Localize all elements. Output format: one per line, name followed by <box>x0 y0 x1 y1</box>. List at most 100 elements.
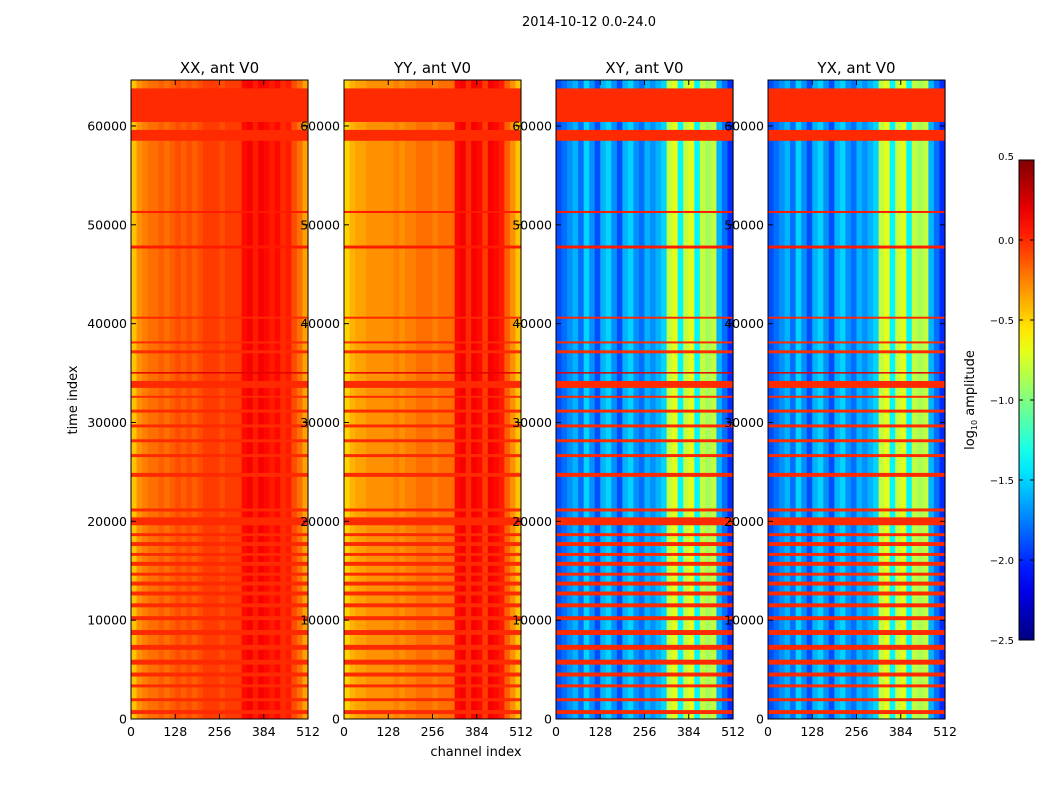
heatmap-band <box>768 572 945 576</box>
heatmap-column <box>225 80 232 719</box>
heatmap-column <box>421 80 428 719</box>
heatmap-column <box>672 80 679 719</box>
heatmap-band <box>344 409 521 413</box>
heatmap-band <box>344 672 521 677</box>
heatmap-column <box>296 80 304 719</box>
heatmap-band <box>768 245 945 249</box>
panel-1: YY, ant V0 0 128 256 384 512 0 10000 20000 30000 4… <box>300 59 533 739</box>
heatmap-band <box>344 710 521 715</box>
heatmap-band <box>131 380 308 388</box>
heatmap-band <box>768 472 945 477</box>
heatmap-band <box>344 644 521 650</box>
y-tick-label: 30000 <box>87 415 127 430</box>
heatmap-column <box>438 80 445 719</box>
y-tick-label: 60000 <box>512 118 552 133</box>
x-tick-label: 0 <box>764 724 772 739</box>
heatmap-band <box>131 350 308 354</box>
x-tick-label: 256 <box>633 724 657 739</box>
panel-title: XX, ant V0 <box>180 59 259 77</box>
heatmap-band <box>556 508 733 512</box>
heatmap-band <box>556 533 733 537</box>
heatmap-column <box>465 80 472 719</box>
heatmap-band <box>131 454 308 458</box>
heatmap-band <box>131 533 308 537</box>
y-tick-label: 40000 <box>512 316 552 331</box>
heatmap-column <box>683 80 690 719</box>
heatmap-column <box>415 80 423 719</box>
heatmap-column <box>175 80 182 719</box>
x-tick-label: 512 <box>721 724 745 739</box>
heatmap-column <box>933 80 941 719</box>
heatmap-column <box>371 80 378 719</box>
heatmap-column <box>889 80 896 719</box>
heatmap-column <box>136 80 143 719</box>
y-tick-label: 10000 <box>300 613 340 628</box>
heatmap-column <box>694 80 701 719</box>
y-tick-label: 10000 <box>724 613 764 628</box>
y-tick-label: 50000 <box>512 217 552 232</box>
heatmap-band <box>768 439 945 443</box>
heatmap-band <box>556 372 733 374</box>
heatmap-band <box>131 581 308 586</box>
heatmap-band <box>131 684 308 688</box>
heatmap-band <box>131 372 308 374</box>
heatmap-column <box>186 80 193 719</box>
panel-title: XY, ant V0 <box>605 59 683 77</box>
heatmap-band <box>768 672 945 677</box>
heatmap-band <box>556 644 733 650</box>
heatmap-band <box>768 533 945 537</box>
heatmap-column <box>399 80 406 719</box>
heatmap-column <box>498 80 506 719</box>
heatmap-band <box>556 659 733 665</box>
heatmap-column <box>839 80 847 719</box>
heatmap-column <box>627 80 635 719</box>
heatmap-column <box>773 80 780 719</box>
heatmap-band <box>556 542 733 547</box>
heatmap-band <box>344 542 521 547</box>
heatmap-band <box>131 472 308 477</box>
heatmap-column <box>661 80 668 719</box>
heatmap-column <box>219 80 226 719</box>
heatmap-band <box>768 630 945 635</box>
heatmap-band <box>344 316 521 319</box>
heatmap-band <box>768 581 945 586</box>
heatmap-column <box>638 80 646 719</box>
heatmap-band <box>556 472 733 477</box>
heatmap-band <box>556 210 733 213</box>
heatmap-column <box>710 80 718 719</box>
heatmap-band <box>131 630 308 635</box>
heatmap-column <box>790 80 797 719</box>
heatmap-band <box>556 517 733 526</box>
heatmap-band <box>131 316 308 319</box>
y-tick-label: 30000 <box>512 415 552 430</box>
heatmap-column <box>169 80 176 719</box>
heatmap-band <box>344 517 521 526</box>
heatmap-band <box>344 439 521 443</box>
heatmap-column <box>443 80 450 719</box>
y-tick-label: 20000 <box>724 514 764 529</box>
x-tick-label: 128 <box>588 724 612 739</box>
heatmap-column <box>806 80 813 719</box>
heatmap-band <box>344 88 521 123</box>
heatmap-column <box>382 80 389 719</box>
y-tick-label: 30000 <box>300 415 340 430</box>
heatmap-column <box>302 80 309 719</box>
x-tick-label: 384 <box>889 724 913 739</box>
heatmap-band <box>768 603 945 608</box>
heatmap-column <box>677 80 684 719</box>
y-tick-label: 20000 <box>87 514 127 529</box>
heatmap-column <box>633 80 640 719</box>
heatmap-band <box>344 581 521 586</box>
y-tick-label: 30000 <box>724 415 764 430</box>
heatmap-band <box>131 542 308 547</box>
heatmap-band <box>556 698 733 702</box>
heatmap-band <box>344 372 521 374</box>
heatmap-band <box>768 395 945 398</box>
heatmap-band <box>131 88 308 123</box>
heatmap-band <box>344 129 521 141</box>
heatmap-column <box>873 80 880 719</box>
heatmap-band <box>131 552 308 556</box>
heatmap-column <box>404 80 411 719</box>
heatmap-column <box>476 80 483 719</box>
heatmap-column <box>487 80 494 719</box>
